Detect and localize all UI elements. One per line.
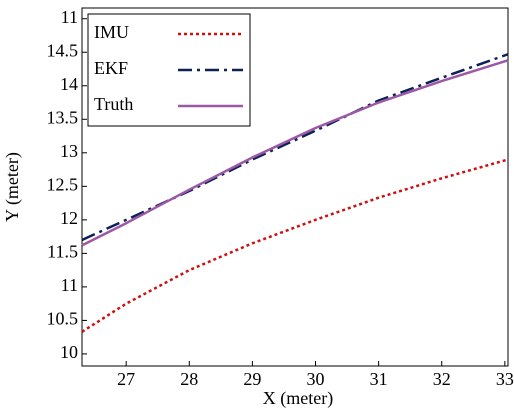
y-tick-label: 11 bbox=[61, 275, 78, 295]
series-line bbox=[81, 158, 509, 333]
x-tick-label: 27 bbox=[117, 369, 135, 389]
legend-label: Truth bbox=[94, 94, 133, 114]
y-tick-label: 14.5 bbox=[47, 40, 79, 60]
y-tick-label: 14 bbox=[60, 74, 78, 94]
y-tick-label: 10.5 bbox=[47, 309, 79, 329]
x-axis-label: X (meter) bbox=[263, 388, 333, 409]
x-tick-label: 33 bbox=[496, 369, 514, 389]
plot-frame bbox=[81, 7, 509, 367]
x-tick-label: 30 bbox=[307, 369, 325, 389]
x-tick-label: 29 bbox=[243, 369, 261, 389]
y-tick-label: 13 bbox=[60, 141, 78, 161]
y-tick-label: 11 bbox=[61, 7, 78, 27]
legend-label: IMU bbox=[94, 22, 129, 42]
y-tick-label: 12.5 bbox=[47, 174, 79, 194]
y-tick-label: 10 bbox=[60, 342, 78, 362]
y-tick-label: 12 bbox=[60, 208, 78, 228]
legend-label: EKF bbox=[94, 58, 128, 78]
y-tick-label: 11.5 bbox=[47, 241, 78, 261]
x-tick-label: 31 bbox=[370, 369, 388, 389]
x-tick-label: 32 bbox=[433, 369, 451, 389]
y-axis-label: Y (meter) bbox=[2, 152, 23, 222]
x-tick-label: 28 bbox=[180, 369, 198, 389]
series-line bbox=[81, 59, 509, 247]
legend-box bbox=[87, 13, 251, 127]
y-tick-label: 13.5 bbox=[47, 107, 79, 127]
series-line bbox=[81, 53, 509, 242]
